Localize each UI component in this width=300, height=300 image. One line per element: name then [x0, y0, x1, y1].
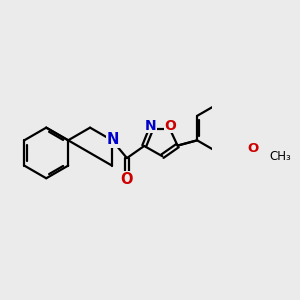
Text: N: N: [145, 119, 157, 133]
Text: O: O: [164, 119, 176, 133]
Text: CH₃: CH₃: [269, 150, 291, 163]
Text: O: O: [248, 142, 259, 155]
Text: O: O: [121, 172, 133, 187]
Text: N: N: [107, 132, 119, 147]
